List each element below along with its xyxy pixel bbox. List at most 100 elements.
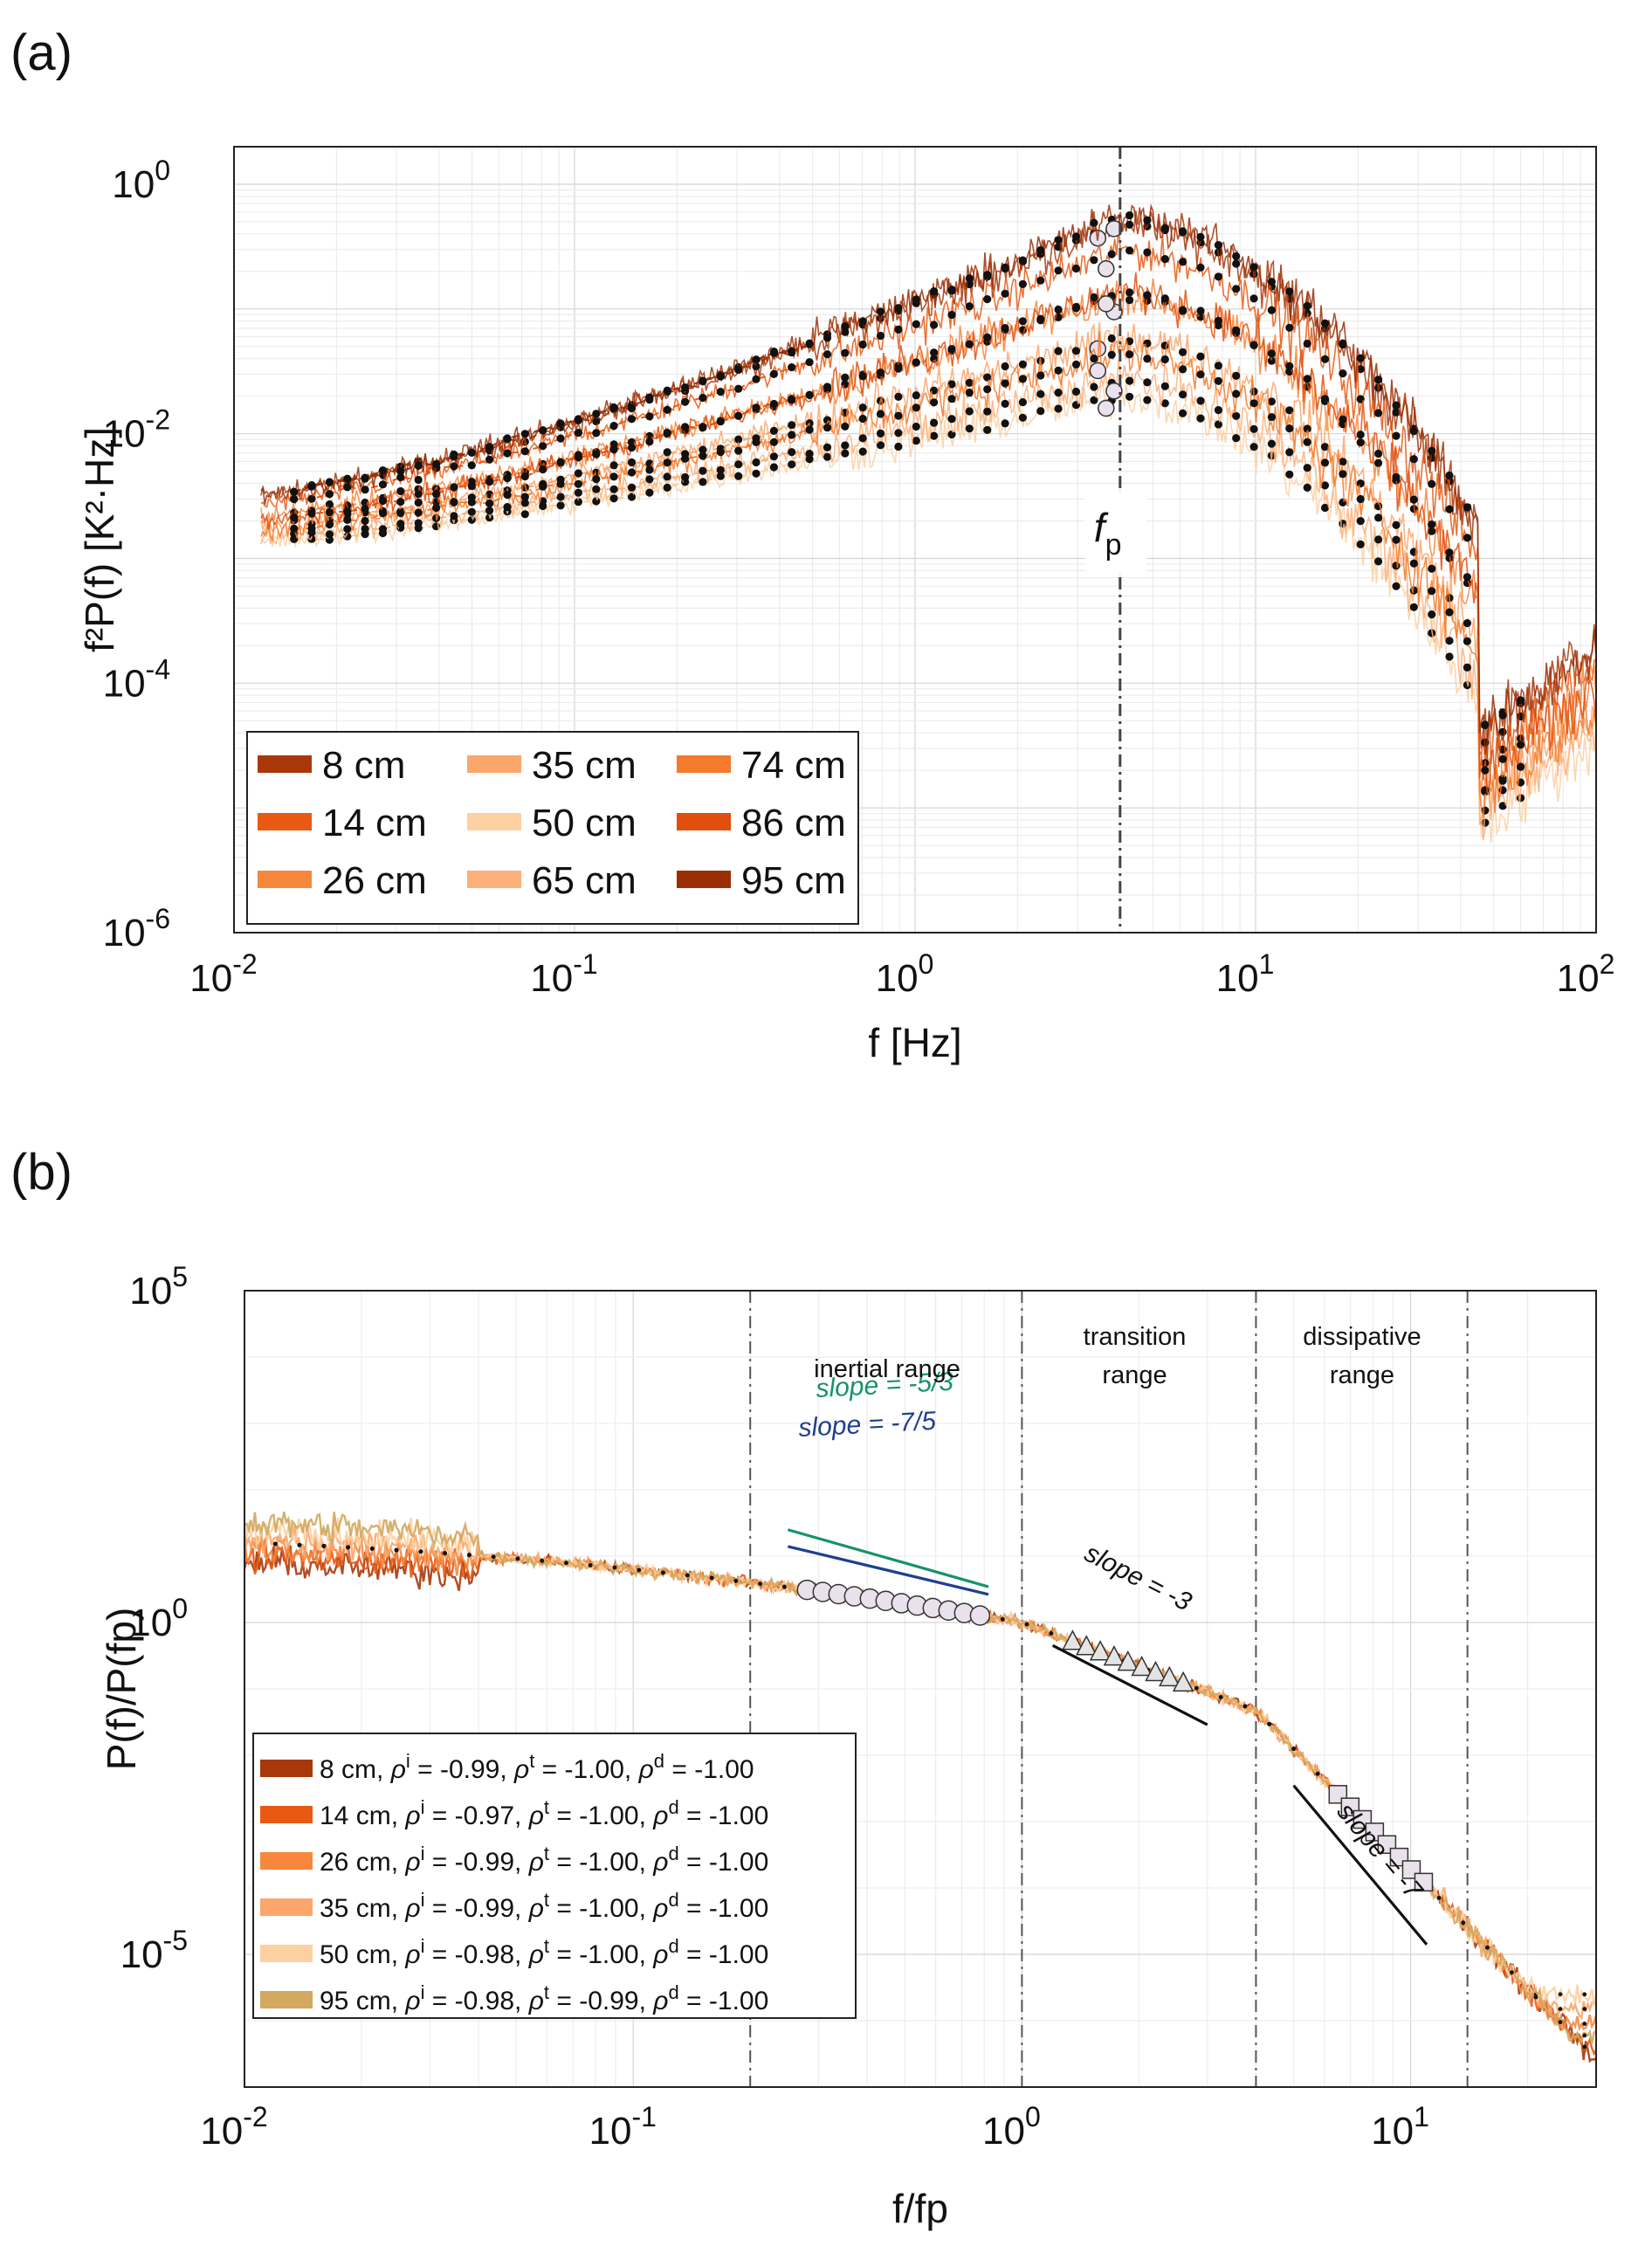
panel-a-dot xyxy=(609,472,618,481)
panel-a-dot xyxy=(290,513,299,522)
panel-a-fp-marker: fp xyxy=(1084,147,1146,933)
panel-a-dot xyxy=(290,524,299,534)
panel-a-dot xyxy=(450,462,458,471)
panel-b-range-label: transition xyxy=(1084,1323,1187,1351)
panel-b-legend-sup: t xyxy=(544,1796,549,1818)
panel-a-dot xyxy=(1232,326,1241,334)
panel-b-dot xyxy=(1049,1631,1054,1636)
panel-b-legend-sup: i xyxy=(421,1935,425,1957)
panel-a-dot xyxy=(1179,365,1187,374)
panel-b-legend-swatch xyxy=(260,1945,313,1962)
panel-a-dot xyxy=(1249,399,1258,408)
panel-b-legend-sup: i xyxy=(421,1843,425,1864)
panel-a-dot xyxy=(1179,390,1187,399)
panel-b-legend-rho: ρ xyxy=(390,1755,406,1784)
panel-a-dot xyxy=(1356,540,1365,549)
panel-a-dot xyxy=(965,389,974,397)
panel-a-dot xyxy=(1285,323,1294,332)
panel-a-dot xyxy=(858,403,867,412)
panel-b-ytick: 100 xyxy=(129,1593,188,1644)
panel-a-dot xyxy=(1267,278,1276,286)
panel-a-dot xyxy=(1249,294,1258,303)
panel-a-dot xyxy=(930,348,939,357)
panel-a-xtick: 101 xyxy=(1216,948,1275,1000)
panel-a-dot xyxy=(645,475,654,484)
panel-a-dot xyxy=(912,422,920,431)
panel-a-dot xyxy=(1339,520,1347,528)
panel-a-dot xyxy=(912,320,920,328)
panel-a-dot xyxy=(1339,470,1347,479)
panel-b-xtick-base: 10 xyxy=(982,2110,1025,2153)
panel-a-dot xyxy=(1036,407,1045,416)
panel-a-dot xyxy=(858,414,867,424)
panel-a-legend-swatch xyxy=(677,755,731,773)
panel-a-dot xyxy=(574,429,583,437)
panel-a-dot xyxy=(1392,562,1401,570)
panel-a-dot xyxy=(539,442,547,451)
panel-b-ytick-exp: 0 xyxy=(172,1593,188,1624)
panel-b-dot xyxy=(297,1542,302,1547)
panel-a-dot xyxy=(1409,455,1418,464)
panel-b-legend-swatch xyxy=(260,1852,313,1870)
panel-a-dot xyxy=(1392,520,1401,529)
panel-a-dot xyxy=(1107,250,1116,258)
panel-b-legend-rho: ρ xyxy=(638,1755,654,1784)
panel-a-dot xyxy=(699,445,707,454)
panel-a-dot xyxy=(485,478,494,486)
panel-a-dot xyxy=(467,481,476,491)
panel-a-dot xyxy=(1071,387,1081,396)
panel-b-legend-label: 35 cm, ρi = -0.99, ρt = -1.00, ρd = -1.0… xyxy=(320,1889,768,1923)
panel-a-dot xyxy=(1107,334,1116,343)
panel-a-dot xyxy=(1463,503,1471,512)
panel-a-dot xyxy=(1232,389,1241,398)
panel-a-dot xyxy=(1090,218,1098,227)
panel-a-dot xyxy=(823,350,832,359)
panel-b-slope-line xyxy=(787,1545,989,1596)
panel-a-dot xyxy=(1179,306,1187,314)
panel-a-dot xyxy=(627,483,637,492)
panel-a-dot xyxy=(1179,409,1187,417)
panel-a-dot xyxy=(414,519,423,527)
panel-a-dot xyxy=(1285,470,1294,479)
panel-b-dot xyxy=(1558,1992,1563,1997)
panel-a-dot xyxy=(752,469,761,478)
panel-a-dot xyxy=(1001,362,1009,371)
panel-a-dot xyxy=(1267,306,1276,314)
panel-a-frame xyxy=(233,146,1597,934)
panel-a-dot xyxy=(1356,517,1365,526)
panel-b-legend-sup: t xyxy=(544,1889,549,1911)
panel-a-dot xyxy=(716,388,725,396)
panel-a-dot xyxy=(894,411,903,420)
panel-a-xtick: 100 xyxy=(876,948,934,1000)
panel-a-dot xyxy=(1320,443,1330,451)
panel-a-legend-swatch xyxy=(677,813,731,830)
panel-a-dot xyxy=(876,307,885,316)
panel-b-xtick-exp: 1 xyxy=(1414,2101,1429,2132)
panel-a-dot xyxy=(1445,637,1454,645)
panel-a-dot xyxy=(378,525,388,534)
panel-a-dot xyxy=(1516,741,1525,749)
panel-a-dot xyxy=(1232,251,1241,260)
panel-a-dot xyxy=(539,482,547,491)
panel-a-dot xyxy=(592,485,601,493)
panel-a-dot xyxy=(290,487,299,496)
panel-b-dot xyxy=(1582,2033,1587,2038)
panel-a-dot xyxy=(1018,256,1027,265)
panel-a-dot xyxy=(1356,494,1365,504)
panel-a-dot xyxy=(1214,272,1222,281)
panel-b-legend-rho-t: = -1.00, xyxy=(549,1848,653,1877)
panel-a-dot xyxy=(1356,365,1365,374)
panel-a-dot xyxy=(609,485,618,493)
panel-a-dot xyxy=(1356,479,1365,488)
panel-a-dot xyxy=(734,435,743,444)
panel-a-dot xyxy=(467,507,476,516)
panel-a-ytick-base: 10 xyxy=(103,912,146,954)
panel-a-dot xyxy=(699,393,707,403)
panel-b-dot xyxy=(1582,2007,1587,2012)
panel-a-legend-swatch xyxy=(467,813,521,830)
panel-b-legend-rho-d: = -1.00 xyxy=(679,1802,769,1830)
panel-b-legend-rho: ρ xyxy=(404,1987,420,2015)
panel-a-dot xyxy=(769,426,779,435)
panel-b-dot xyxy=(1558,2020,1563,2025)
